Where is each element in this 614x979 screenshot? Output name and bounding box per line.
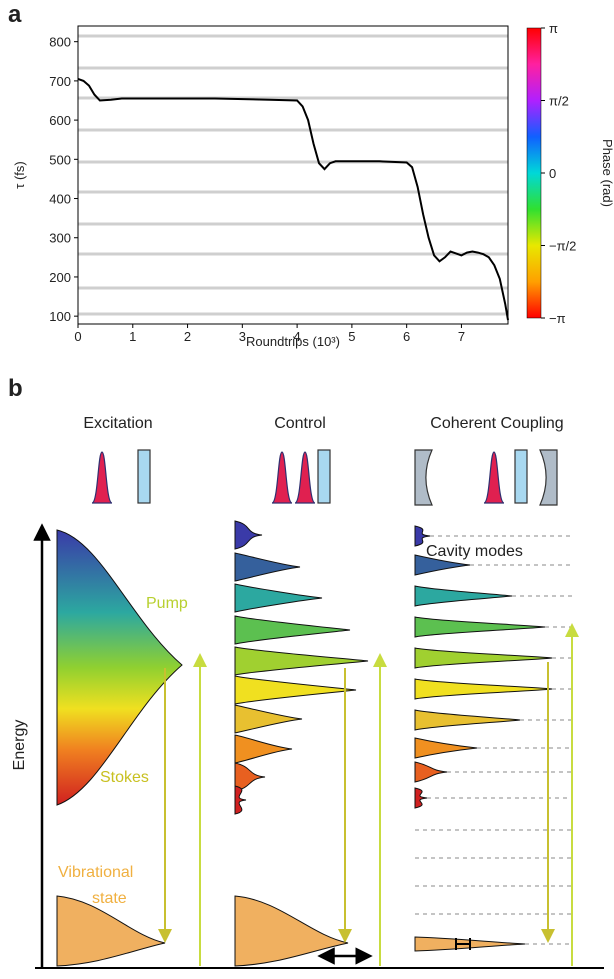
lobe — [234, 552, 301, 582]
y-tick-label: 100 — [49, 309, 71, 324]
plot-frame — [77, 25, 509, 325]
lobe — [234, 646, 369, 676]
x-axis-label: Roundtrips (10³) — [246, 334, 340, 349]
y-tick-label: 800 — [49, 35, 71, 50]
vibrational-label: state — [92, 890, 127, 907]
data-line — [77, 77, 509, 321]
x-tick-label: 4 — [293, 329, 300, 344]
lobe — [414, 525, 431, 547]
lobe — [234, 520, 263, 550]
arrows — [158, 623, 579, 966]
lobes — [56, 520, 553, 967]
background-lines — [78, 34, 508, 316]
colorbar-tick-label: π/2 — [549, 94, 569, 109]
y-tick-label: 600 — [49, 113, 71, 128]
x-tick-label: 1 — [129, 329, 136, 344]
y-tick-label: 700 — [49, 74, 71, 89]
cavity-modes-label: Cavity modes — [426, 543, 523, 560]
lobe — [414, 709, 521, 731]
lobe — [414, 678, 553, 700]
panel-label: b — [8, 375, 23, 402]
lobe — [414, 737, 478, 759]
x-tick-label: 5 — [348, 329, 355, 344]
lobe — [414, 616, 546, 638]
colorbar-tick-label: π — [549, 21, 558, 36]
lobe — [234, 615, 351, 645]
x-tick-label: 6 — [403, 329, 410, 344]
x-tick-label: 7 — [458, 329, 465, 344]
excitation-spectrum — [56, 529, 183, 806]
column-title: Control — [274, 415, 326, 432]
y-axis-label: τ (fs) — [12, 161, 27, 189]
vibrational-state — [56, 895, 166, 967]
lobe — [234, 762, 266, 792]
y-tick-label: 400 — [49, 192, 71, 207]
x-tick-label: 0 — [74, 329, 81, 344]
lobe — [234, 785, 247, 815]
colorbar — [526, 27, 542, 319]
x-tick-label: 3 — [239, 329, 246, 344]
x-tick-label: 2 — [184, 329, 191, 344]
lobe — [414, 787, 428, 809]
lobe — [234, 583, 323, 613]
lobe — [234, 704, 303, 734]
y-tick-label: 300 — [49, 231, 71, 246]
energy-label: Energy — [11, 720, 28, 771]
colorbar-label: Phase (rad) — [600, 139, 614, 207]
colorbar-tick-label: 0 — [549, 166, 556, 181]
y-tick-label: 200 — [49, 270, 71, 285]
stokes-label: Stokes — [100, 769, 149, 786]
column-title: Excitation — [83, 415, 152, 432]
colorbar-tick-label: −π/2 — [549, 239, 576, 254]
lobe — [414, 585, 513, 607]
column-title: Coherent Coupling — [430, 415, 563, 432]
panel-label: a — [8, 1, 22, 28]
lobe — [234, 734, 293, 764]
colorbar-tick-label: −π — [549, 311, 566, 326]
pump-label: Pump — [146, 595, 188, 612]
lobe — [414, 761, 448, 783]
lobe — [234, 675, 357, 705]
cavity-mode-lines — [415, 535, 572, 945]
y-tick-label: 500 — [49, 152, 71, 167]
lobe — [414, 554, 471, 576]
icons — [91, 449, 558, 506]
lobe — [414, 647, 553, 669]
vibrational-label: Vibrational — [58, 864, 133, 881]
